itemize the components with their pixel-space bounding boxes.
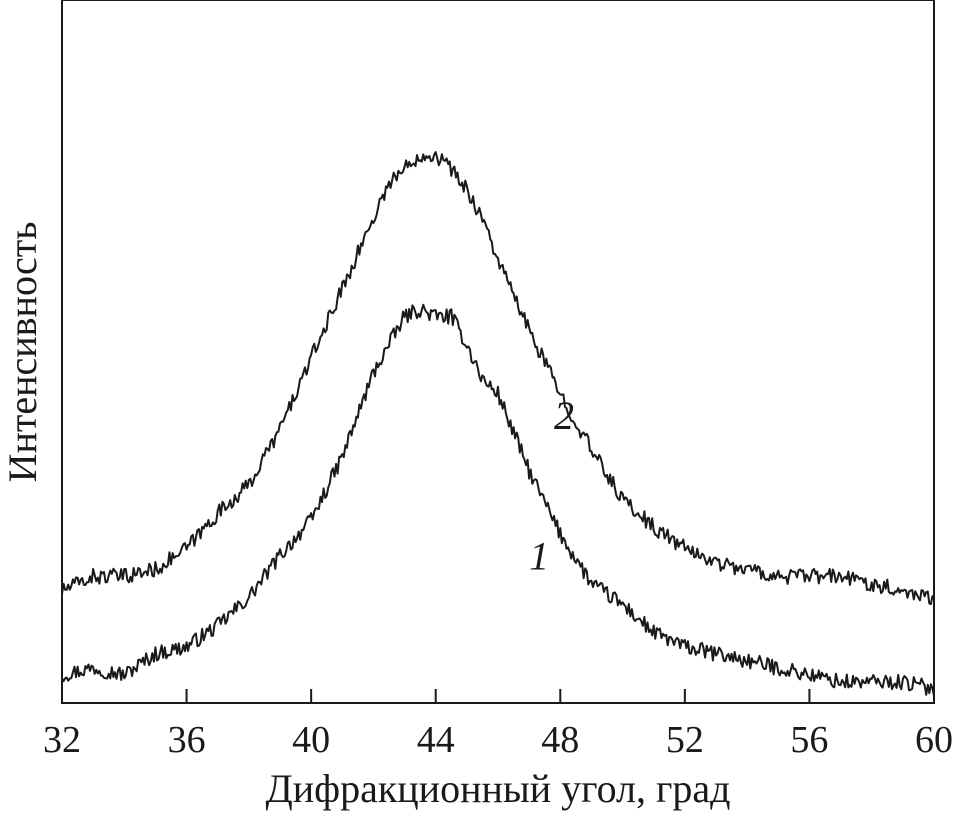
x-tick-label: 56 (790, 719, 828, 761)
x-tick-label: 32 (43, 719, 81, 761)
x-tick-label: 48 (541, 719, 579, 761)
x-axis-tick-labels: 32 36 40 44 48 52 56 60 (43, 719, 953, 761)
series-line-2 (61, 151, 935, 606)
curve-label-1: 1 (529, 533, 549, 578)
x-tick-label: 52 (666, 719, 704, 761)
curve-label-2: 2 (554, 393, 574, 438)
x-tick-label: 44 (417, 719, 455, 761)
x-tick-label: 36 (168, 719, 206, 761)
series-line-1 (61, 303, 935, 697)
x-axis-ticks (61, 689, 935, 703)
x-axis-title: Дифракционный угол, град (265, 766, 730, 811)
series-layer (61, 151, 935, 697)
curve-labels: 12 (529, 393, 574, 579)
x-tick-label: 60 (915, 719, 953, 761)
y-axis-title: Интенсивность (0, 222, 45, 483)
x-tick-label: 40 (292, 719, 330, 761)
plot-frame (61, 0, 935, 704)
